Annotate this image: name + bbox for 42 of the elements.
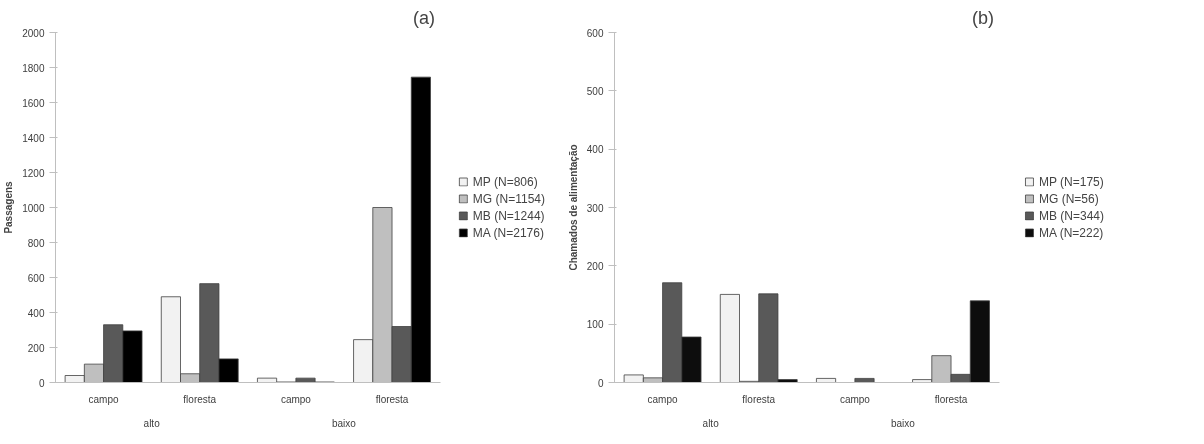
y-tick-label: 400 bbox=[27, 307, 45, 319]
y-tick-label: 800 bbox=[27, 237, 45, 249]
y-tick-label: 100 bbox=[586, 319, 604, 331]
y-axis-title: Chamados de alimentação bbox=[567, 144, 579, 271]
chart-title: (a) bbox=[413, 7, 436, 28]
x-tick-label: floresta bbox=[183, 393, 217, 405]
y-tick-label: 2000 bbox=[22, 27, 45, 39]
y-tick-label: 1200 bbox=[22, 167, 45, 179]
y-tick-label: 1600 bbox=[22, 97, 45, 109]
x-tick-label: campo bbox=[839, 393, 871, 405]
y-tick-label: 400 bbox=[586, 144, 604, 156]
y-tick-label: 1000 bbox=[22, 202, 45, 214]
chart-title: (b) bbox=[972, 7, 995, 28]
y-tick-label: 200 bbox=[27, 342, 45, 354]
legend-label: MG (N=56) bbox=[1038, 191, 1099, 206]
legend-label: MP (N=806) bbox=[472, 174, 538, 189]
x-tick-label: campo bbox=[647, 393, 679, 405]
text: baixo bbox=[891, 417, 916, 429]
legend-label: MP (N=175) bbox=[1038, 174, 1104, 189]
text: alto bbox=[702, 417, 720, 429]
y-tick-label: 500 bbox=[586, 85, 604, 97]
x-tick-label: floresta bbox=[934, 393, 968, 405]
y-axis-title: Passagens bbox=[3, 180, 15, 234]
x-tick-label: campo bbox=[280, 393, 312, 405]
y-tick-label: 1800 bbox=[22, 62, 45, 74]
x-tick-label: floresta bbox=[375, 393, 409, 405]
x-tick-label: floresta bbox=[742, 393, 776, 405]
y-tick-label: 0 bbox=[38, 377, 45, 389]
legend-label: MB (N=344) bbox=[1038, 208, 1104, 223]
y-tick-label: 600 bbox=[586, 27, 604, 39]
x-tick-label: campo bbox=[88, 393, 120, 405]
legend-label: MG (N=1154) bbox=[472, 191, 545, 206]
y-tick-label: 600 bbox=[27, 272, 45, 284]
text: alto bbox=[143, 417, 161, 429]
legend-label: MA (N=222) bbox=[1038, 225, 1104, 240]
y-tick-label: 0 bbox=[597, 377, 604, 389]
y-tick-label: 200 bbox=[586, 260, 604, 272]
y-tick-label: 300 bbox=[586, 202, 604, 214]
legend-label: MA (N=2176) bbox=[472, 225, 544, 240]
legend-label: MB (N=1244) bbox=[472, 208, 545, 223]
y-tick-label: 1400 bbox=[22, 132, 45, 144]
text: baixo bbox=[332, 417, 357, 429]
